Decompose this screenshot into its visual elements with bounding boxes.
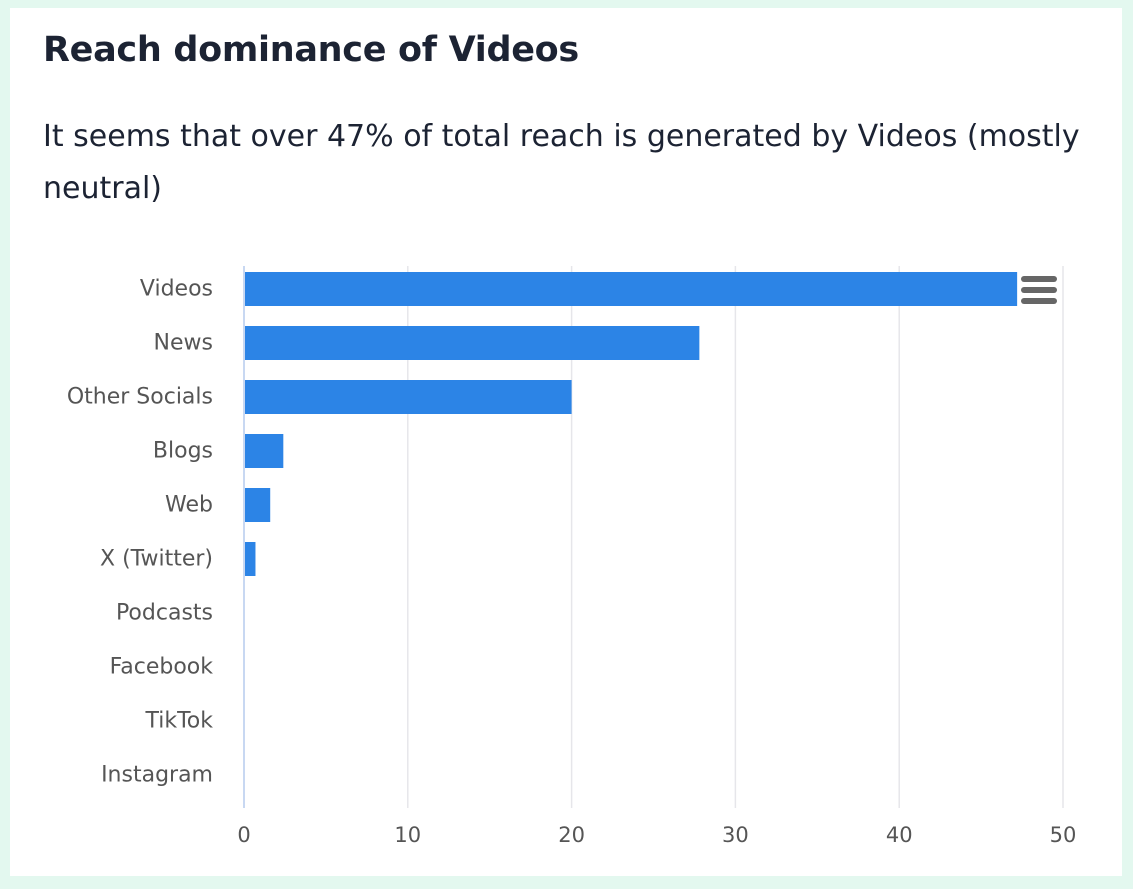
category-label: Blogs [153,439,213,464]
category-label: News [154,331,213,356]
x-tick-label: 50 [1050,823,1077,847]
x-tick-label: 0 [237,823,250,847]
menu-icon-line [1021,287,1057,293]
bar[interactable] [245,272,1018,306]
bar[interactable] [245,542,256,576]
bar[interactable] [245,380,572,414]
category-labels: Videos News Other Socials Blogs Web X (Twitte… [67,277,213,788]
x-tick-label: 10 [394,823,421,847]
card-description: It seems that over 47% of total reach is… [43,119,1080,206]
chart-menu-button[interactable] [1016,272,1060,312]
bar[interactable] [245,326,700,360]
card-title: Reach dominance of Videos [43,30,579,70]
category-label: TikTok [144,709,213,734]
x-tick-labels: 0 10 20 30 40 50 [237,823,1076,847]
x-tick-label: 30 [722,823,749,847]
category-label: Videos [140,277,213,302]
category-label: Other Socials [67,385,213,410]
bar[interactable] [245,434,284,468]
category-label: Instagram [101,763,213,788]
bars [245,272,1018,576]
bar[interactable] [245,488,271,522]
chart-card: Reach dominance of Videos It seems that … [10,8,1122,876]
category-label: Podcasts [116,601,213,626]
category-label: Web [165,493,213,518]
x-tick-label: 20 [558,823,585,847]
bar-chart: Videos News Other Socials Blogs Web X (Twitte… [67,266,1076,847]
x-tick-label: 40 [886,823,913,847]
category-label: X (Twitter) [100,547,213,572]
menu-icon-line [1021,298,1057,304]
menu-icon [1021,276,1057,282]
category-label: Facebook [110,655,214,680]
